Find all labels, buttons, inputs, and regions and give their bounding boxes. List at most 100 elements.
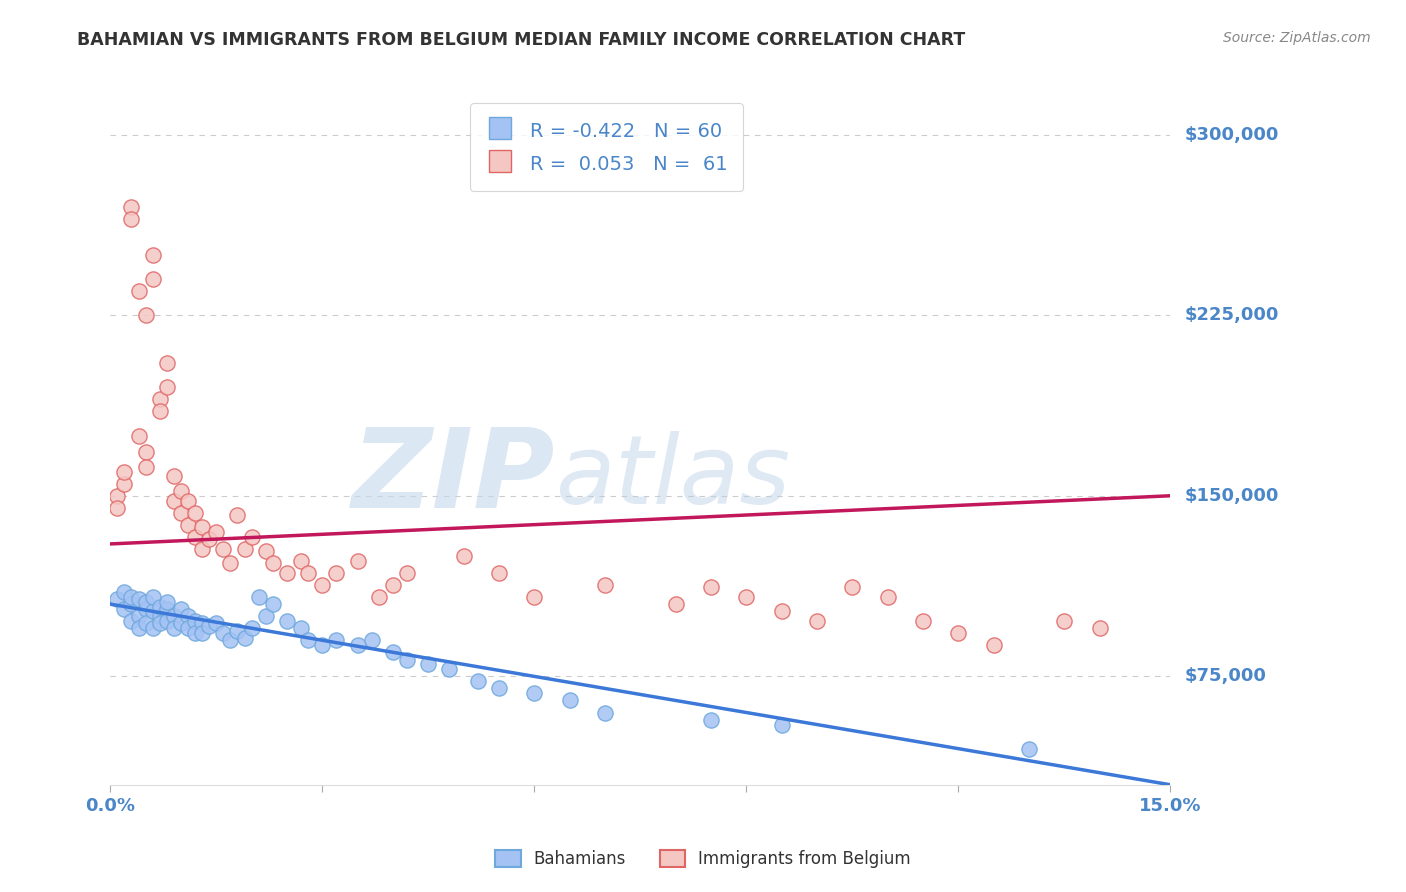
Point [1053, 614, 1076, 628]
Point [128, 284, 150, 298]
Point [381, 645, 404, 659]
Point [121, 211, 143, 226]
Point [128, 609, 150, 624]
Point [198, 619, 221, 633]
Point [142, 272, 165, 286]
Point [770, 717, 793, 731]
Point [488, 566, 510, 580]
Text: $75,000: $75,000 [1184, 667, 1265, 685]
Point [806, 614, 828, 628]
Point [128, 621, 150, 635]
Point [142, 604, 165, 618]
Point [170, 483, 193, 498]
Point [156, 380, 179, 394]
Point [149, 599, 172, 614]
Point [142, 621, 165, 635]
Point [114, 476, 136, 491]
Point [558, 693, 581, 707]
Point [105, 592, 128, 607]
Point [128, 592, 150, 607]
Point [396, 652, 419, 666]
Point [325, 566, 347, 580]
Point [121, 590, 143, 604]
Point [367, 590, 389, 604]
Point [149, 609, 172, 624]
Point [523, 590, 546, 604]
Point [325, 633, 347, 648]
Point [219, 556, 242, 570]
Text: $225,000: $225,000 [1184, 306, 1278, 324]
Point [191, 616, 214, 631]
Point [226, 508, 249, 522]
Point [240, 530, 263, 544]
Point [205, 524, 228, 539]
Point [135, 308, 157, 322]
Point [105, 500, 128, 515]
Point [488, 681, 510, 696]
Point [593, 578, 616, 592]
Point [240, 621, 263, 635]
Point [105, 489, 128, 503]
Point [948, 626, 970, 640]
Point [219, 633, 242, 648]
Point [142, 248, 165, 262]
Point [212, 541, 235, 556]
Point [276, 614, 298, 628]
Point [121, 614, 143, 628]
Point [149, 404, 172, 418]
Point [212, 626, 235, 640]
Point [135, 616, 157, 631]
Point [149, 616, 172, 631]
Point [1088, 621, 1111, 635]
Point [700, 713, 723, 727]
Point [247, 590, 270, 604]
Point [233, 541, 256, 556]
Point [262, 597, 284, 611]
Point [191, 626, 214, 640]
Point [276, 566, 298, 580]
Point [360, 633, 382, 648]
Point [770, 604, 793, 618]
Point [876, 590, 898, 604]
Point [135, 445, 157, 459]
Point [439, 662, 461, 676]
Point [121, 597, 143, 611]
Point [170, 506, 193, 520]
Point [191, 541, 214, 556]
Point [290, 621, 312, 635]
Point [1018, 741, 1040, 756]
Point [311, 578, 333, 592]
Point [114, 585, 136, 599]
Point [128, 428, 150, 442]
Point [156, 356, 179, 370]
Point [135, 602, 157, 616]
Point [453, 549, 475, 563]
Point [297, 566, 319, 580]
Point [163, 621, 186, 635]
Point [191, 520, 214, 534]
Point [177, 609, 200, 624]
Point [114, 602, 136, 616]
Point [170, 616, 193, 631]
Point [593, 706, 616, 720]
Point [198, 532, 221, 546]
Point [156, 595, 179, 609]
Point [184, 506, 207, 520]
Text: atlas: atlas [555, 431, 790, 524]
Point [467, 674, 489, 689]
Point [135, 459, 157, 474]
Point [700, 580, 723, 594]
Point [149, 392, 172, 407]
Point [983, 638, 1005, 652]
Point [121, 200, 143, 214]
Point [177, 621, 200, 635]
Point [163, 493, 186, 508]
Point [177, 517, 200, 532]
Point [346, 638, 368, 652]
Point [184, 614, 207, 628]
Point [311, 638, 333, 652]
Point [233, 631, 256, 645]
Point [156, 614, 179, 628]
Text: Source: ZipAtlas.com: Source: ZipAtlas.com [1223, 31, 1371, 45]
Point [418, 657, 440, 672]
